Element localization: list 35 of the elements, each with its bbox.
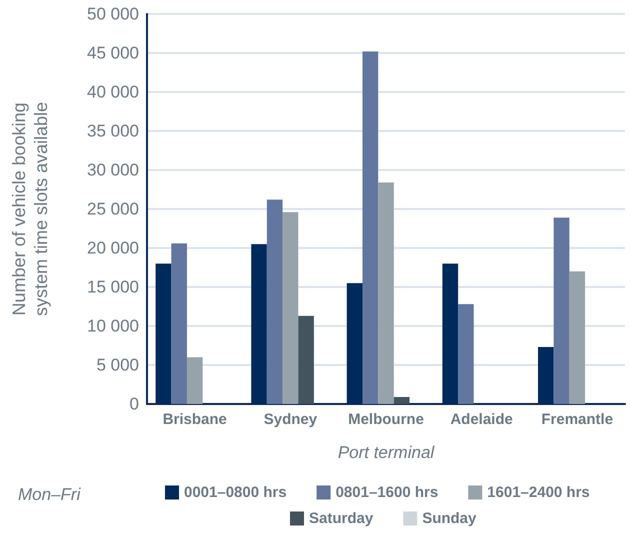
legend-label: 1601–2400 hrs xyxy=(487,484,590,501)
x-tick-label: Melbourne xyxy=(348,411,424,428)
bar xyxy=(569,271,586,404)
y-tick-label: 40 000 xyxy=(87,82,139,102)
y-tick-label: 30 000 xyxy=(87,160,139,180)
bar xyxy=(554,218,570,404)
bar xyxy=(298,316,314,404)
legend-label: 0801–1600 hrs xyxy=(336,484,438,501)
legend-label: 0001–0800 hrs xyxy=(184,484,287,501)
y-tick-label: 15 000 xyxy=(87,278,139,296)
bar xyxy=(458,304,474,404)
y-tick-label: 5 000 xyxy=(96,356,139,374)
y-tick-label: 0 xyxy=(130,394,139,414)
y-tick-label: 25 000 xyxy=(87,200,139,218)
bar xyxy=(378,182,394,404)
x-axis-title: Port terminal xyxy=(338,443,436,462)
x-tick-label: Adelaide xyxy=(450,411,513,428)
bar xyxy=(266,200,283,404)
y-tick-label: 35 000 xyxy=(87,122,139,140)
bar xyxy=(171,243,187,404)
legend-label: Saturday xyxy=(309,510,374,527)
y-tick-label: 10 000 xyxy=(87,316,139,336)
x-tick-label: Fremantle xyxy=(541,411,614,428)
y-axis-title: Number of vehicle booking system time slots available xyxy=(9,102,51,316)
y-tick-label: 45 000 xyxy=(87,44,139,62)
bar xyxy=(394,396,410,404)
bar xyxy=(186,357,203,404)
legend-title: Mon–Fri xyxy=(18,485,82,504)
y-tick-label: 50 000 xyxy=(87,4,139,24)
legend-label: Sunday xyxy=(422,510,478,527)
x-tick-label: Sydney xyxy=(264,411,318,428)
y-tick-label: 20 000 xyxy=(87,238,139,258)
x-tick-label: Brisbane xyxy=(162,411,227,428)
bar xyxy=(362,51,378,404)
bar xyxy=(282,212,298,404)
